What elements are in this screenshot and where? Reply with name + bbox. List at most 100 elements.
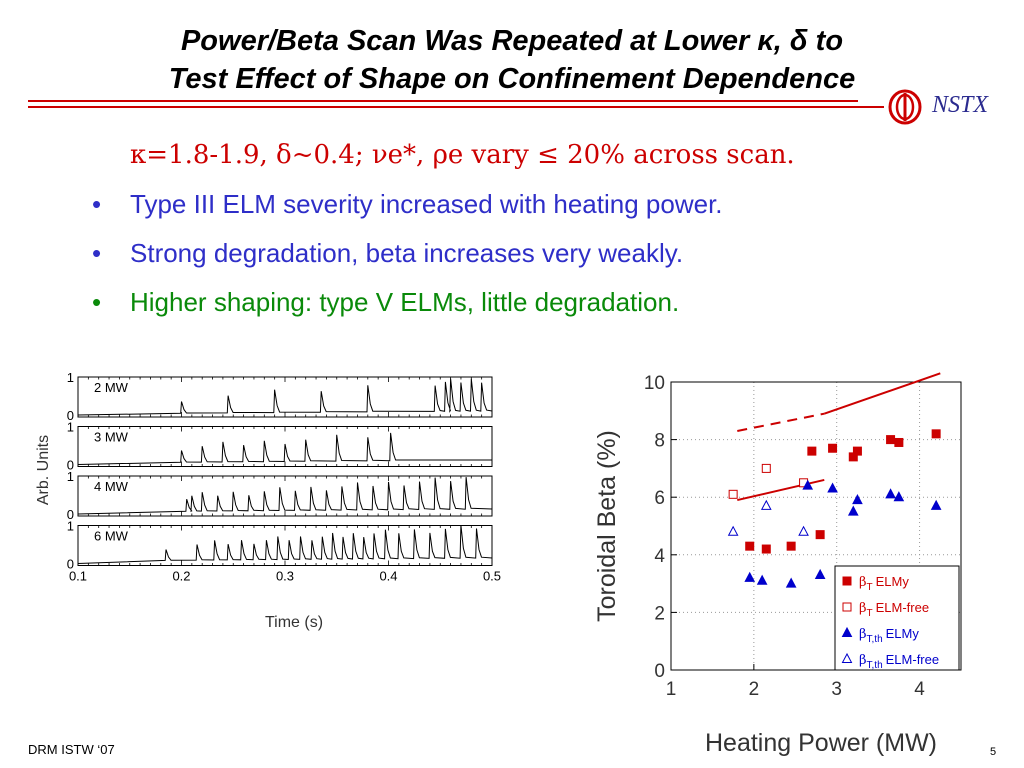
data-point bbox=[727, 525, 739, 536]
page-number: 5 bbox=[990, 746, 997, 758]
ytick-label: 2 bbox=[654, 603, 665, 624]
xtick-label: 4 bbox=[914, 679, 925, 700]
left-chart-xlabel: Time (s) bbox=[265, 614, 323, 631]
dalpha-trace bbox=[77, 378, 493, 416]
ytick-label: 6 bbox=[654, 488, 665, 509]
data-point bbox=[842, 602, 852, 612]
data-point bbox=[893, 491, 905, 502]
data-point bbox=[841, 626, 853, 637]
data-point bbox=[786, 541, 796, 551]
panel-ytick-1: 1 bbox=[67, 469, 74, 484]
data-point bbox=[745, 541, 755, 551]
data-point bbox=[894, 437, 904, 447]
dalpha-trace bbox=[77, 524, 493, 564]
legend-label: βT ELM-free bbox=[859, 600, 929, 619]
data-point bbox=[798, 525, 809, 536]
left-xtick-label: 0.4 bbox=[379, 569, 397, 584]
bullet-item-1: κ=1.8-1.9, δ~0.4; νe*, ρe vary ≤ 20% acr… bbox=[92, 130, 795, 180]
bullet-list: κ=1.8-1.9, δ~0.4; νe*, ρe vary ≤ 20% acr… bbox=[92, 130, 795, 327]
logo-text: NSTX bbox=[932, 92, 989, 118]
data-point bbox=[815, 530, 825, 540]
data-point bbox=[802, 479, 814, 490]
data-point bbox=[827, 482, 838, 493]
trend-line bbox=[737, 478, 825, 502]
trace-panel: 1 0 4 MW bbox=[67, 469, 493, 522]
panel-label: 3 MW bbox=[94, 430, 129, 445]
panel-ytick-1: 1 bbox=[67, 420, 74, 435]
data-point bbox=[931, 429, 941, 439]
title-line-1: Power/Beta Scan Was Repeated at Lower κ,… bbox=[180, 25, 844, 57]
bullet-text-3: Strong degradation, beta increases very … bbox=[130, 238, 684, 268]
data-point bbox=[841, 652, 853, 663]
left-xtick-label: 0.2 bbox=[172, 569, 190, 584]
bullet-marker-4: • bbox=[92, 287, 102, 317]
title-rule-upper bbox=[28, 100, 858, 102]
title-rule-lower bbox=[28, 106, 884, 108]
left-ylabel-box: Arb. Units bbox=[35, 435, 52, 505]
data-point bbox=[807, 446, 817, 456]
trace-panel: 1 0 2 MW bbox=[67, 370, 493, 423]
legend-label: βT,th ELM-free bbox=[859, 652, 939, 671]
panel-ytick-1: 1 bbox=[67, 370, 74, 385]
logo-ring-icon bbox=[888, 89, 922, 125]
xtick-label: 1 bbox=[666, 679, 677, 700]
dalpha-trace bbox=[77, 432, 492, 465]
ytick-label: 0 bbox=[654, 661, 665, 682]
left-xtick-label: 0.3 bbox=[276, 569, 294, 584]
nstx-logo bbox=[888, 89, 922, 125]
left-chart-ylabel-text: Arb. Units bbox=[35, 435, 52, 505]
left-xtick-label: 0.1 bbox=[69, 569, 87, 584]
slide-title: Power/Beta Scan Was Repeated at Lower κ,… bbox=[0, 22, 1024, 98]
panel-ytick-0: 0 bbox=[67, 557, 74, 572]
ytick-label: 4 bbox=[654, 546, 665, 567]
bullet-text-4: Higher shaping: type V ELMs, little degr… bbox=[130, 287, 680, 317]
data-point bbox=[930, 499, 942, 510]
data-point bbox=[842, 576, 852, 586]
xtick-label: 2 bbox=[749, 679, 760, 700]
data-point bbox=[785, 577, 797, 588]
data-point bbox=[761, 544, 771, 554]
data-point bbox=[760, 499, 772, 510]
legend-label: βT ELMy bbox=[859, 574, 909, 593]
legend-label: βT,th ELMy bbox=[859, 626, 919, 645]
ytick-label: 8 bbox=[654, 431, 665, 452]
footer-event: DRM ISTW ‘07 bbox=[28, 742, 115, 757]
panel-label: 6 MW bbox=[94, 529, 129, 544]
panel-ytick-0: 0 bbox=[67, 507, 74, 522]
data-point bbox=[728, 489, 738, 499]
title-line-2: Test Effect of Shape on Confinement Depe… bbox=[168, 63, 856, 95]
left-xtick-label: 0.5 bbox=[483, 569, 501, 584]
data-point bbox=[886, 435, 896, 445]
bullet-item-4: • Higher shaping: type V ELMs, little de… bbox=[92, 278, 795, 327]
data-point bbox=[828, 443, 838, 453]
plot-frame bbox=[670, 381, 962, 671]
bullet-item-2: • Type III ELM severity increased with h… bbox=[92, 180, 795, 229]
trace-panel: 1 0 3 MW bbox=[67, 420, 493, 473]
data-point bbox=[852, 494, 863, 505]
panel-label: 2 MW bbox=[94, 380, 129, 395]
ytick-label: 10 bbox=[644, 373, 665, 394]
data-point bbox=[814, 568, 826, 579]
panel-ytick-0: 0 bbox=[67, 458, 74, 473]
legend-box bbox=[834, 565, 960, 671]
bullet-text-2: Type III ELM severity increased with hea… bbox=[130, 189, 723, 219]
right-chart-ylabel: Toroidal Beta (%) bbox=[593, 430, 621, 622]
panel-label: 4 MW bbox=[94, 479, 129, 494]
trend-line bbox=[823, 372, 941, 415]
data-point bbox=[852, 446, 862, 456]
bullet-item-3: • Strong degradation, beta increases ver… bbox=[92, 229, 795, 278]
bullet-text-1: κ=1.8-1.9, δ~0.4; νe*, ρe vary ≤ 20% acr… bbox=[130, 140, 795, 170]
panel-ytick-1: 1 bbox=[67, 519, 74, 534]
data-point bbox=[756, 574, 768, 585]
data-point bbox=[761, 463, 771, 473]
trace-panel: 1 0 6 MW bbox=[67, 519, 493, 572]
bullet-marker-2: • bbox=[92, 189, 102, 219]
panel-ytick-0: 0 bbox=[67, 408, 74, 423]
trend-line bbox=[737, 412, 825, 432]
data-point bbox=[885, 488, 896, 499]
dalpha-trace bbox=[77, 477, 493, 515]
data-point bbox=[744, 571, 756, 582]
bullet-marker-3: • bbox=[92, 238, 102, 268]
